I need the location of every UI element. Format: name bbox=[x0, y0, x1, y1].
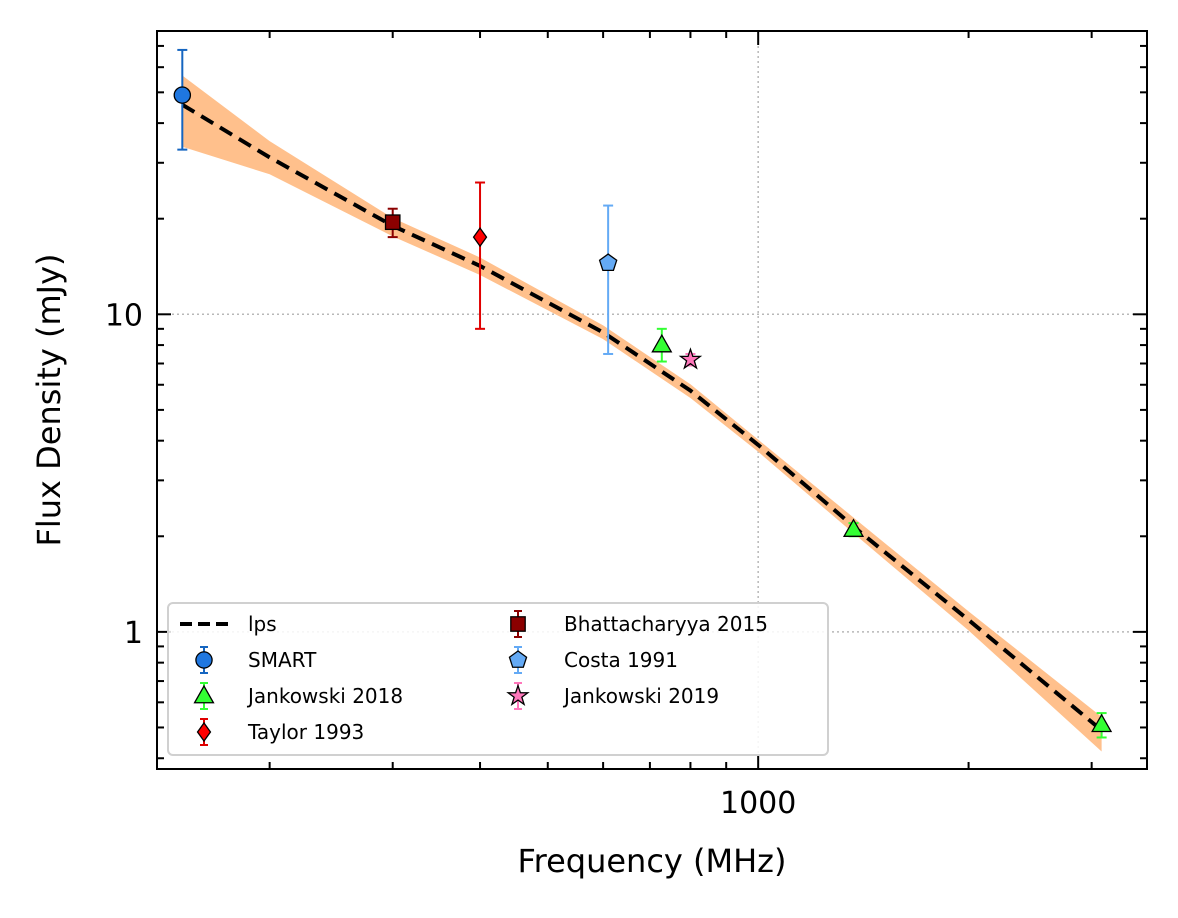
plot-frame bbox=[156, 30, 1148, 770]
legend-marker-swatch bbox=[196, 721, 212, 743]
legend-marker-swatch bbox=[510, 616, 526, 632]
legend-label: Bhattacharyya 2015 bbox=[564, 612, 768, 636]
legend-marker-swatch bbox=[508, 650, 528, 668]
legend-item: Taylor 1993 bbox=[196, 718, 364, 746]
series-taylor-1993 bbox=[472, 181, 488, 330]
series-costa-1991 bbox=[598, 204, 618, 355]
legend-box bbox=[167, 602, 829, 756]
legend-label: Jankowski 2019 bbox=[562, 684, 719, 708]
fit-uncertainty-band bbox=[182, 75, 1102, 752]
legend-item: Jankowski 2018 bbox=[193, 682, 403, 710]
legend-label: Costa 1991 bbox=[564, 648, 678, 672]
legend-item: Costa 1991 bbox=[508, 646, 678, 674]
legend-label: lps bbox=[248, 612, 277, 636]
y-tick-label: 10 bbox=[105, 298, 143, 333]
data-point bbox=[384, 214, 401, 231]
y-axis-label: Flux Density (mJy) bbox=[30, 253, 68, 546]
legend-item: Jankowski 2019 bbox=[506, 682, 719, 710]
legend-label: Jankowski 2018 bbox=[246, 684, 403, 708]
legend-marker-swatch bbox=[193, 684, 215, 704]
fit-line-lps bbox=[181, 103, 1103, 732]
data-point bbox=[173, 86, 192, 104]
legend-marker-swatch bbox=[506, 683, 530, 707]
legend-label: Taylor 1993 bbox=[247, 720, 364, 744]
data-point bbox=[598, 253, 618, 271]
y-tick-label: 1 bbox=[124, 616, 143, 651]
data-point bbox=[1091, 713, 1113, 733]
x-axis-label: Frequency (MHz) bbox=[518, 842, 787, 880]
series-jankowski-2018 bbox=[651, 327, 1113, 739]
data-point bbox=[651, 333, 673, 353]
series-bhattacharyya-2015 bbox=[384, 207, 401, 239]
x-tick-label: 1000 bbox=[720, 786, 796, 821]
series-smart bbox=[173, 48, 192, 151]
legend-label: SMART bbox=[248, 648, 317, 672]
legend: lps SMART Jankowski 2018 Taylor 1993 Bhattac… bbox=[167, 602, 829, 756]
legend-item: lps bbox=[180, 612, 277, 636]
legend-item: Bhattacharyya 2015 bbox=[510, 610, 768, 638]
series-jankowski-2019 bbox=[678, 347, 703, 370]
legend-item: SMART bbox=[195, 646, 317, 674]
plot-area bbox=[173, 48, 1113, 752]
legend-marker-swatch bbox=[195, 651, 213, 669]
data-point bbox=[678, 347, 703, 370]
data-point bbox=[472, 227, 488, 248]
data-point bbox=[842, 518, 865, 537]
